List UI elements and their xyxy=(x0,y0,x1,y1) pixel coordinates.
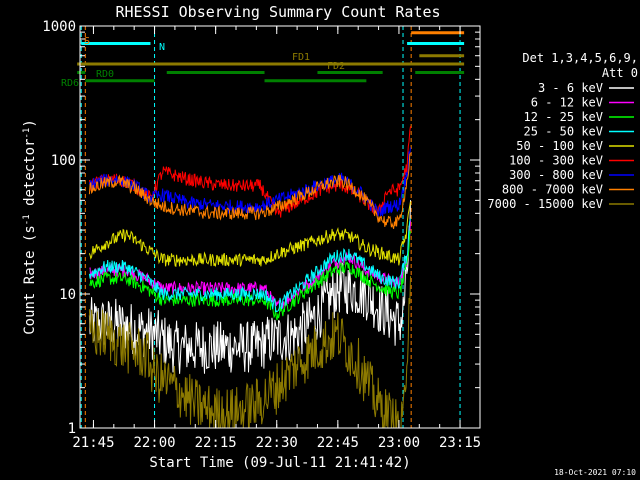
flag-label-s: S xyxy=(84,36,90,47)
plot-frame xyxy=(79,25,481,429)
legend-label-7000-15000-kev: 7000 - 15000 keV xyxy=(487,197,603,211)
series-line-7000-15000-kev xyxy=(88,276,411,429)
x-axis-label: Start Time (09-Jul-11 21:41:42) xyxy=(149,455,410,471)
legend-label-3-6-kev: 3 - 6 keV xyxy=(538,81,603,95)
x-tick-label-6: 23:15 xyxy=(439,435,481,451)
flag-label-fd2: FD2 xyxy=(327,61,345,72)
y-axis-label-sup2: -1 xyxy=(22,128,32,139)
axis-ticks: 21:45 22:00 22:15 22:30 22:45 23:00 23:15 1 10 10… xyxy=(42,19,481,451)
legend-label-6-12-kev: 6 - 12 keV xyxy=(531,96,603,110)
legend-header-detectors: Det 1,3,4,5,6,9, xyxy=(522,51,638,65)
x-tick-label-5: 23:00 xyxy=(378,435,420,451)
legend-label-100-300-kev: 100 - 300 keV xyxy=(509,154,603,168)
flag-label-rd0: RD0 xyxy=(96,69,114,80)
chart-title: RHESSI Observing Summary Count Rates xyxy=(115,3,440,21)
y-tick-label-2: 100 xyxy=(51,153,76,169)
y-tick-label-3: 1000 xyxy=(42,19,76,35)
y-axis-label-suffix: ) xyxy=(22,119,38,127)
flag-label-n: N xyxy=(159,42,165,53)
footer-timestamp: 18-Oct-2021 07:10 xyxy=(554,468,636,477)
plot-area: S N FD1 FD2 RD0 RD6 xyxy=(61,26,465,429)
flag-label-rd6: RD6 xyxy=(61,78,79,89)
y-tick-label-0: 1 xyxy=(68,421,76,437)
x-tick-label-1: 22:00 xyxy=(133,435,175,451)
series-line-25-50-kev xyxy=(88,218,411,313)
legend-label-12-25-kev: 12 - 25 keV xyxy=(524,110,603,124)
x-tick-label-2: 22:15 xyxy=(195,435,237,451)
legend-header-attenuator: Att 0 xyxy=(602,66,638,80)
series-line-300-800-kev xyxy=(88,147,411,217)
series-line-12-25-kev xyxy=(89,230,411,321)
flag-label-fd1: FD1 xyxy=(292,52,310,63)
x-tick-label-0: 21:45 xyxy=(72,435,114,451)
y-tick-label-1: 10 xyxy=(59,287,76,303)
series-line-3-6-kev xyxy=(88,200,411,374)
legend-label-50-100-kev: 50 - 100 keV xyxy=(516,139,603,153)
legend-label-800-7000-kev: 800 - 7000 keV xyxy=(502,183,603,197)
y-axis-label-prefix: Count Rate (s xyxy=(22,225,38,335)
series-line-50-100-kev xyxy=(88,201,411,268)
x-tick-label-3: 22:30 xyxy=(256,435,298,451)
series-line-800-7000-kev xyxy=(88,152,411,229)
legend-label-300-800-kev: 300 - 800 keV xyxy=(509,168,603,182)
y-axis-label-sup1: -1 xyxy=(22,214,32,225)
legend-label-25-50-kev: 25 - 50 keV xyxy=(524,125,603,139)
x-tick-label-4: 22:45 xyxy=(317,435,359,451)
y-axis-label-mid: detector xyxy=(22,139,38,215)
y-axis-label: Count Rate (s-1 detector-1) xyxy=(22,119,38,335)
